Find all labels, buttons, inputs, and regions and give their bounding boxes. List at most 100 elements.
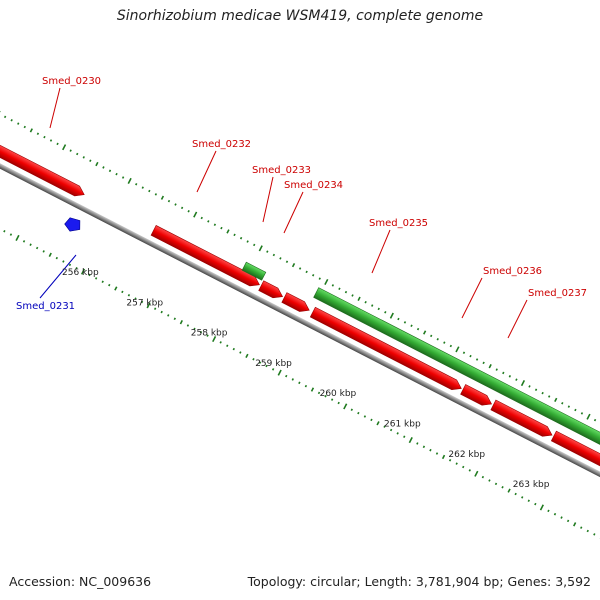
minor-tick [56, 142, 59, 146]
minor-tick [364, 300, 367, 304]
minor-tick [272, 253, 276, 257]
minor-tick [528, 385, 531, 388]
minor-tick [462, 465, 465, 469]
gene-block-smed-0233[interactable] [241, 261, 267, 281]
major-tick [277, 369, 282, 376]
minor-tick [521, 496, 524, 499]
minor-tick [10, 119, 13, 122]
minor-tick [75, 267, 78, 270]
minor-tick [573, 522, 577, 527]
minor-tick [22, 240, 26, 243]
minor-tick [416, 442, 419, 445]
minor-tick [403, 321, 407, 324]
minor-tick [94, 277, 98, 280]
gene-label-smed-0234[interactable]: Smed_0234 [284, 180, 343, 191]
gene-label-smed-0230[interactable]: Smed_0230 [42, 76, 101, 87]
minor-tick [285, 260, 289, 264]
minor-tick [515, 378, 518, 381]
minor-tick [371, 304, 374, 307]
minor-tick [548, 395, 551, 398]
minor-tick [88, 273, 91, 277]
major-tick [127, 177, 132, 184]
minor-tick [48, 252, 52, 257]
minor-tick [82, 156, 85, 159]
minor-tick [206, 334, 209, 337]
minor-tick [449, 344, 453, 348]
minor-tick [317, 391, 321, 395]
minor-tick [455, 462, 458, 465]
gene-label-smed-0233[interactable]: Smed_0233 [252, 165, 311, 176]
minor-tick [35, 246, 39, 250]
gene-arrow-smed-0235[interactable] [313, 287, 600, 449]
gene-arrow-smed-0236b[interactable] [460, 384, 494, 408]
minor-tick [508, 375, 512, 378]
minor-tick [370, 418, 373, 422]
major-tick [539, 504, 544, 511]
gene-label-smed-0235[interactable]: Smed_0235 [369, 218, 428, 229]
minor-tick [135, 183, 138, 186]
minor-tick [134, 297, 137, 300]
minor-tick [167, 314, 170, 317]
minor-tick [141, 186, 144, 189]
minor-tick [430, 334, 433, 338]
minor-tick [199, 331, 203, 334]
minor-tick [416, 327, 420, 331]
leader-line-smed-0231 [39, 254, 77, 299]
scale-label: 263 kbp [513, 480, 550, 490]
minor-tick [534, 388, 538, 392]
minor-tick [560, 516, 563, 519]
minor-tick [337, 401, 340, 405]
gene-label-smed-0231[interactable]: Smed_0231 [16, 301, 75, 312]
gene-arrow-smed-0237[interactable] [550, 430, 600, 471]
gene-label-smed-0232[interactable]: Smed_0232 [192, 139, 251, 150]
scale-label: 261 kbp [384, 420, 421, 430]
gene-features [0, 139, 600, 471]
minor-tick [285, 374, 288, 378]
minor-tick [220, 226, 223, 230]
scale-label: 256 kbp [62, 268, 99, 278]
minor-tick [547, 509, 550, 513]
gene-label-smed-0236[interactable]: Smed_0236 [483, 266, 542, 277]
minor-tick [279, 257, 282, 260]
minor-tick [245, 353, 249, 359]
minor-tick [488, 364, 492, 369]
major-tick [520, 380, 526, 387]
minor-tick [318, 277, 321, 280]
minor-tick [23, 125, 26, 129]
minor-tick [586, 529, 589, 533]
minor-tick [298, 381, 301, 385]
backbone-line [0, 145, 600, 498]
scale-ticks [0, 110, 600, 540]
minor-tick [43, 135, 46, 139]
minor-tick [494, 482, 498, 486]
minor-tick [304, 384, 308, 388]
minor-tick [305, 270, 308, 274]
scale-labels: 256 kbp 257 kbp 258 kbp 259 kbp 260 kbp 261 k… [62, 268, 550, 490]
gene-marker-smed-0231[interactable] [63, 215, 84, 235]
gene-arrow-smed-0234[interactable] [281, 292, 312, 316]
minor-tick [495, 368, 498, 371]
minor-tick [410, 324, 413, 328]
minor-tick [193, 327, 196, 331]
leader-line-smed-0237 [507, 299, 528, 339]
gene-label-smed-0237[interactable]: Smed_0237 [528, 288, 587, 299]
minor-tick [377, 307, 380, 311]
gene-arrow-smed-0236a[interactable] [309, 306, 464, 393]
major-tick [408, 437, 413, 444]
minor-tick [179, 320, 183, 325]
minor-tick [108, 169, 112, 173]
minor-tick [488, 479, 491, 482]
minor-tick [173, 317, 176, 321]
minor-tick [514, 492, 517, 496]
minor-tick [3, 115, 7, 119]
gene-arrow-smed-0233[interactable] [258, 280, 285, 302]
genome-track [0, 110, 600, 540]
minor-tick [291, 262, 296, 268]
gene-arrow-smed-0232[interactable] [150, 225, 262, 289]
gene-labels: Smed_0230 Smed_0231 Smed_0232 Smed_0233 Smed… [16, 76, 587, 339]
minor-tick [207, 220, 210, 223]
gene-arrow-smed-0236c[interactable] [490, 399, 555, 440]
gene-arrow-smed-0230[interactable] [0, 139, 87, 199]
